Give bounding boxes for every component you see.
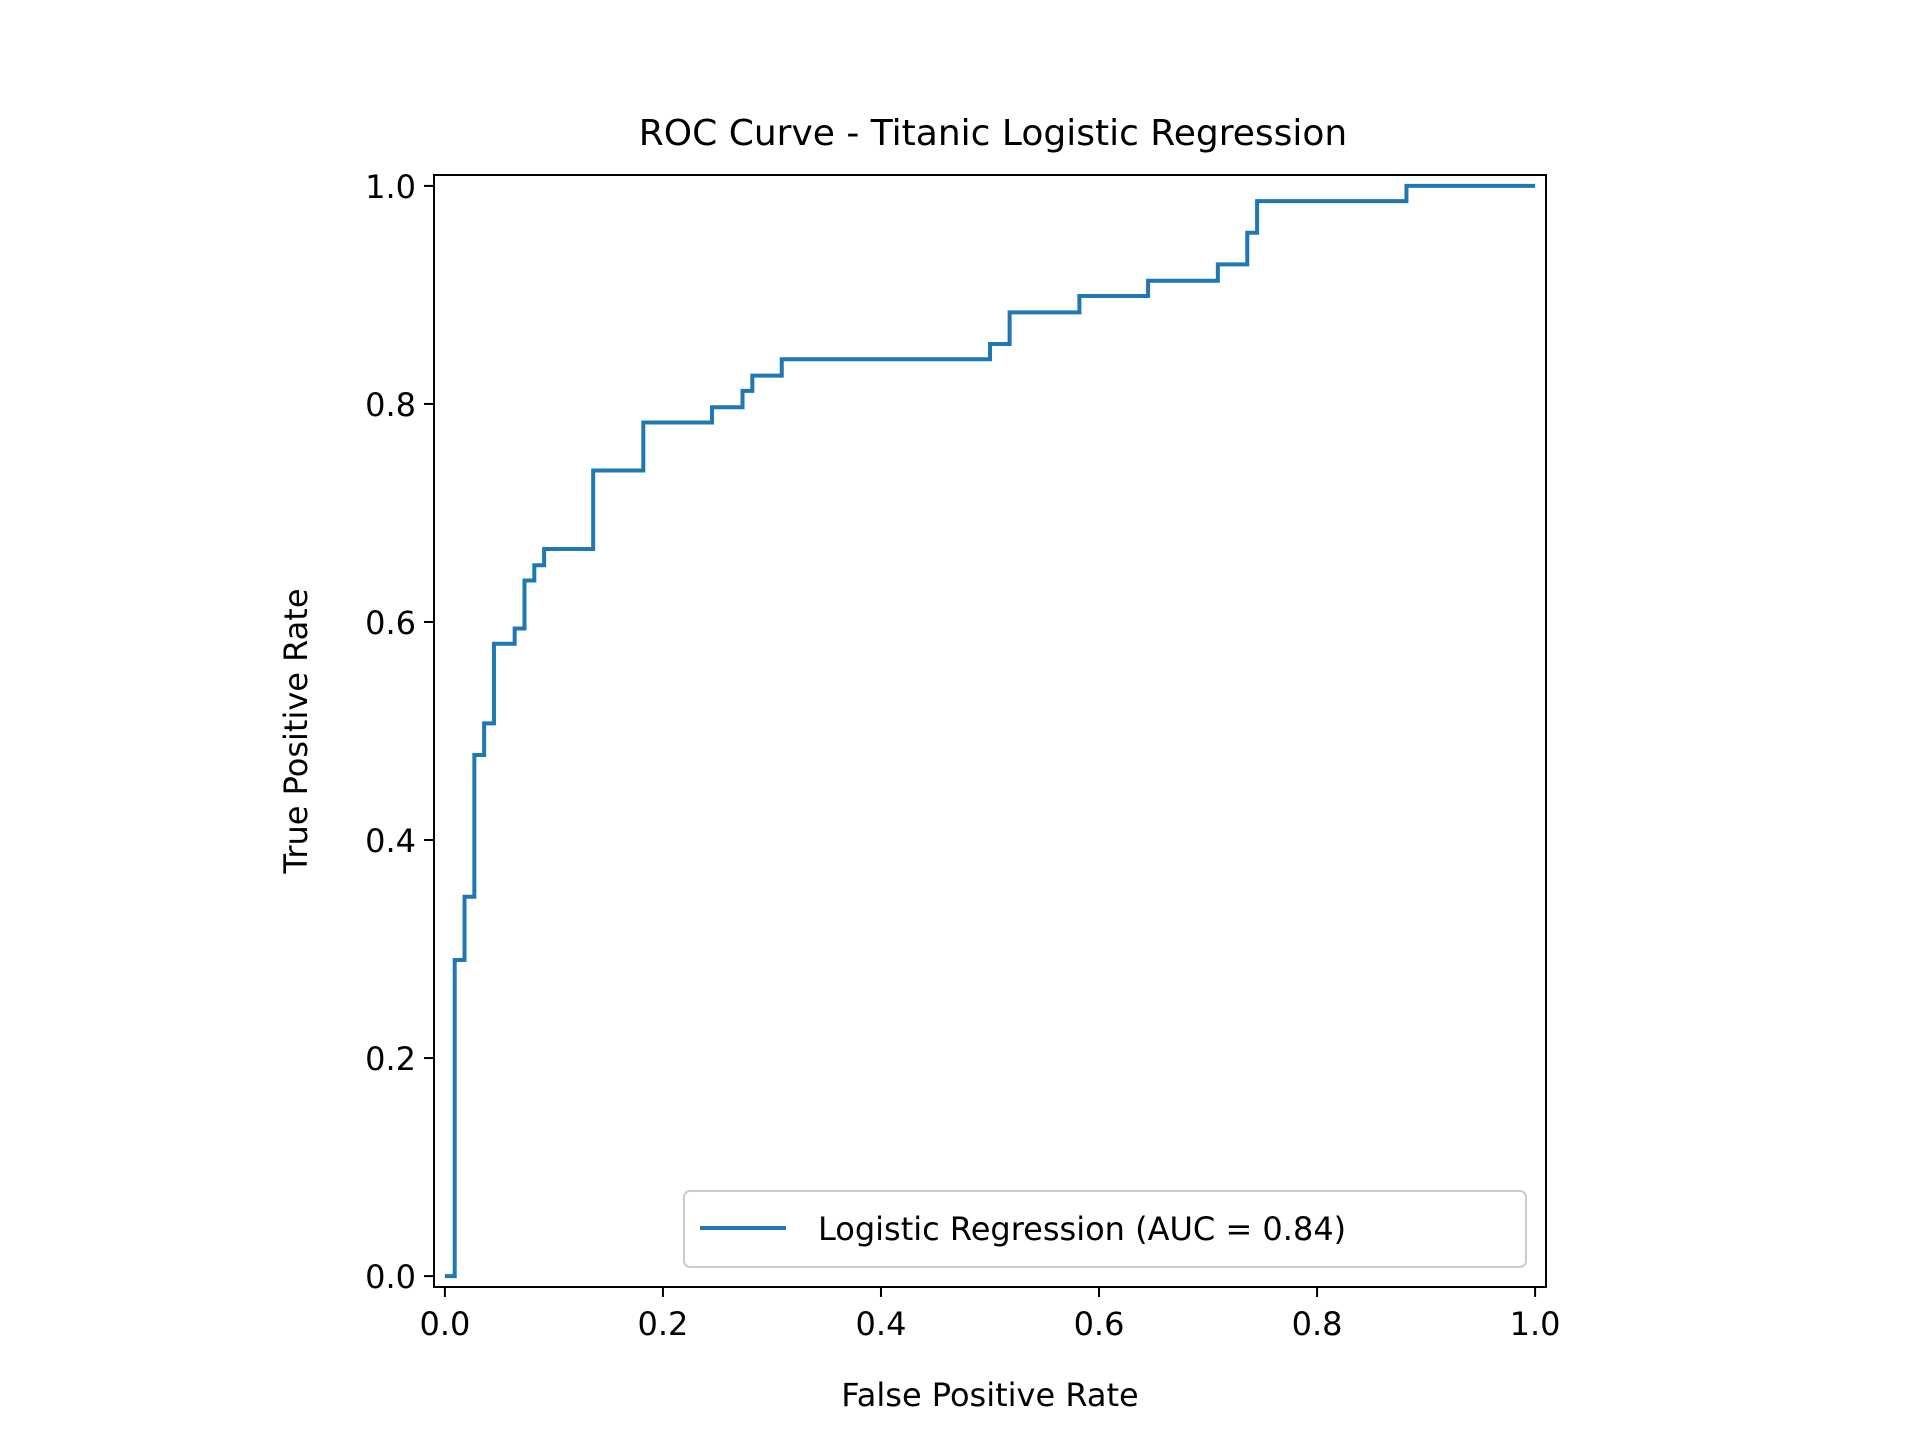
x-tick-label: 0.6 <box>1074 1305 1125 1343</box>
x-axis-ticks: 0.0 0.2 0.4 0.6 0.8 1.0 <box>419 1287 1561 1343</box>
x-tick-label: 0.8 <box>1292 1305 1343 1343</box>
y-tick-label: 0.8 <box>365 386 416 424</box>
roc-curve-line <box>444 183 1536 1279</box>
x-tick-label: 0.0 <box>419 1305 470 1343</box>
series-layer <box>444 183 1536 1279</box>
plot-area: 0.0 0.2 0.4 0.6 0.8 1.0 0.0 0.2 0.4 0.6 0.8 1.0 <box>365 168 1560 1343</box>
y-axis-ticks: 0.0 0.2 0.4 0.6 0.8 1.0 <box>365 168 434 1296</box>
legend-box <box>683 1190 1527 1268</box>
x-axis-label: False Positive Rate <box>841 1376 1138 1414</box>
y-tick-label: 0.6 <box>365 604 416 642</box>
y-tick-label: 0.2 <box>365 1040 416 1078</box>
legend: Logistic Regression (AUC = 0.84) <box>683 1190 1527 1268</box>
x-tick-label: 0.4 <box>856 1305 907 1343</box>
y-axis-label: True Positive Rate <box>277 588 315 874</box>
y-tick-label: 0.4 <box>365 822 416 860</box>
legend-label: Logistic Regression (AUC = 0.84) <box>818 1210 1346 1248</box>
axes-frame <box>433 174 1547 1288</box>
x-tick-label: 1.0 <box>1510 1305 1561 1343</box>
x-tick-label: 0.2 <box>637 1305 688 1343</box>
chart-title: ROC Curve - Titanic Logistic Regression <box>639 113 1347 154</box>
y-tick-label: 1.0 <box>365 168 416 206</box>
y-tick-label: 0.0 <box>365 1258 416 1296</box>
